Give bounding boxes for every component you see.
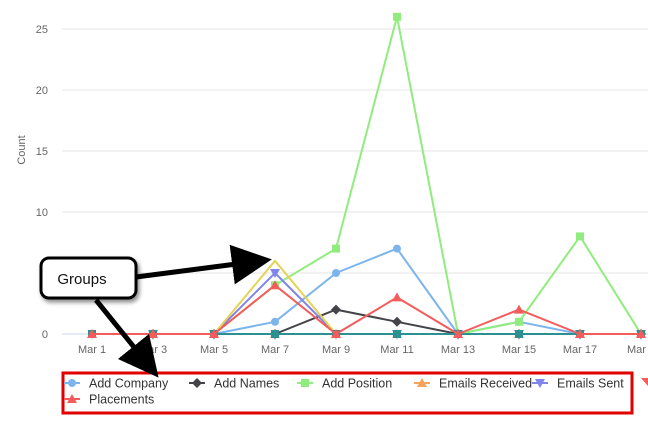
legend-item-add-company[interactable]: Add Company: [64, 377, 169, 391]
y-tick-label: 0: [42, 329, 48, 341]
series-layer: [87, 12, 646, 339]
data-point: [270, 280, 280, 290]
legend-marker: [417, 378, 427, 387]
x-tick-label: Mar 11: [380, 344, 413, 356]
data-point: [271, 330, 279, 338]
legend-item-placements[interactable]: Placements: [64, 393, 154, 407]
data-point: [453, 329, 463, 338]
legend-label: Add Position: [322, 377, 392, 391]
data-point: [392, 316, 402, 327]
legend-label: Placements: [89, 393, 154, 407]
x-tick-label: Mar 17: [563, 344, 597, 356]
legend-item-emails-received[interactable]: Emails Received: [414, 377, 532, 391]
x-tick-label: Mar 3: [139, 344, 167, 356]
data-point: [332, 244, 340, 253]
legend-item-add-names[interactable]: Add Names: [189, 377, 279, 391]
legend-marker: [68, 379, 76, 387]
data-point: [575, 329, 585, 338]
legend-label: Add Company: [89, 377, 169, 391]
y-tick-label: 10: [36, 207, 48, 219]
legend-item-emails-sent[interactable]: Emails Sent: [532, 377, 624, 391]
legend-marker: [301, 379, 309, 387]
x-tick-label: Mar 1: [78, 344, 106, 356]
y-tick-label: 15: [36, 146, 48, 158]
callout-box: [39, 256, 138, 300]
data-point: [270, 269, 280, 278]
legend-label: Emails Received: [439, 377, 532, 391]
data-point: [393, 12, 401, 21]
data-point: [515, 330, 523, 338]
legend-label: Add Names: [214, 377, 279, 391]
legend-marker: [535, 379, 545, 388]
x-tick-label: Mar 9: [322, 344, 350, 356]
data-point: [514, 304, 524, 314]
y-tick-label: 25: [36, 24, 48, 36]
data-point: [636, 329, 646, 338]
data-point: [332, 269, 340, 277]
legend-overflow-marker: [641, 378, 648, 386]
groups-callout: Groups: [39, 244, 272, 378]
data-point: [515, 317, 523, 326]
data-point: [576, 232, 584, 241]
series-add-position: [149, 12, 645, 338]
legend[interactable]: Add Company Add Names Add Position Emails R…: [61, 371, 648, 415]
data-point: [393, 330, 401, 338]
x-tick-label: Mar 5: [200, 344, 228, 356]
grid-lines: [62, 28, 648, 274]
x-tick-label: Mar 15: [502, 344, 536, 356]
series-emails-sent: [148, 269, 646, 339]
data-point: [209, 329, 219, 338]
legend-label: Emails Sent: [557, 377, 624, 391]
data-point: [393, 244, 401, 253]
series-line: [153, 15, 642, 335]
series-placements: [87, 280, 646, 338]
data-point: [87, 329, 97, 338]
x-tick-label: Mar 1: [627, 344, 648, 356]
data-point: [331, 329, 341, 338]
y-axis-title: Count: [16, 135, 28, 164]
legend-marker: [192, 378, 202, 388]
x-tick-label: Mar 13: [441, 344, 475, 356]
callout-arrow-to-series: [135, 244, 272, 285]
legend-marker: [67, 394, 77, 403]
data-point: [392, 292, 402, 302]
series-line: [92, 284, 641, 335]
legend-item-add-position[interactable]: Add Position: [297, 377, 392, 391]
x-tick-label: Mar 7: [261, 344, 289, 356]
data-point: [271, 317, 279, 326]
data-point: [331, 304, 341, 315]
y-tick-label: 20: [36, 85, 48, 97]
legend-highlight-box: [61, 371, 634, 415]
callout-arrow-to-legend: [94, 298, 159, 378]
callout-label: Groups: [57, 271, 106, 288]
